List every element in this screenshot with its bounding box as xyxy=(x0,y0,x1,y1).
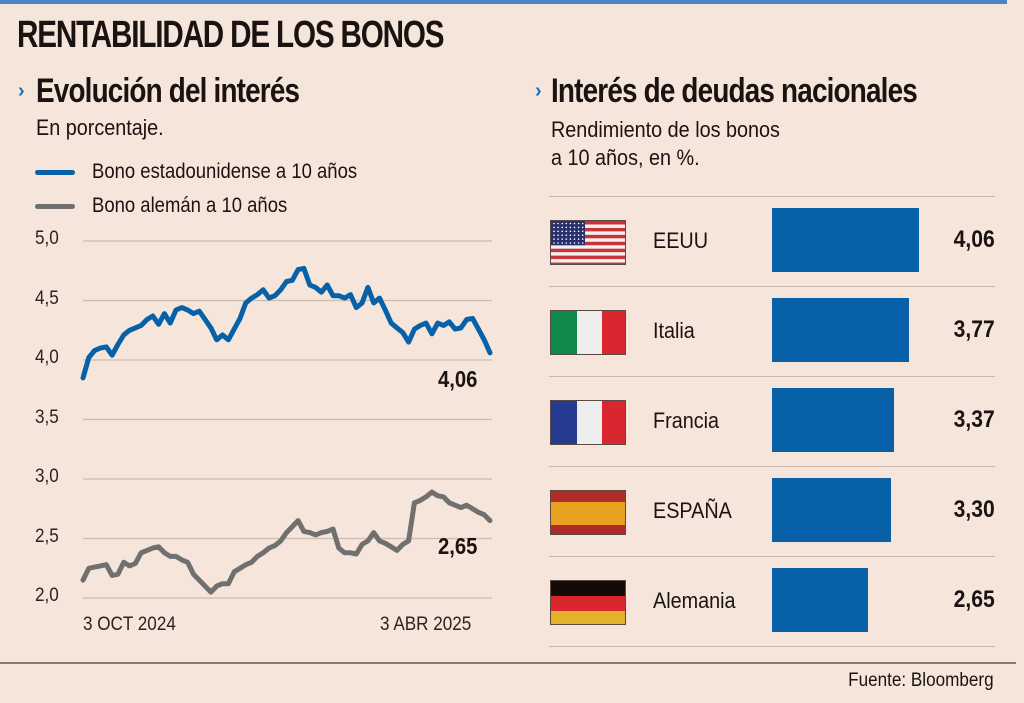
y-tick-label: 3,0 xyxy=(35,466,59,487)
bar-row-españa: ESPAÑA 3,30 xyxy=(549,468,995,558)
italy-flag-icon xyxy=(550,310,626,355)
bar-row-divider xyxy=(549,286,995,287)
bar-chart-subtitle-line2: a 10 años, en %. xyxy=(551,145,700,170)
country-label: ESPAÑA xyxy=(653,498,732,523)
bar-row-divider xyxy=(549,196,995,197)
us-end-value-label: 4,06 xyxy=(438,366,478,392)
bar-row-divider xyxy=(549,466,995,467)
bar-value-label: 3,37 xyxy=(953,406,995,433)
legend-label-us: Bono estadounidense a 10 años xyxy=(92,160,358,183)
bar-españa xyxy=(772,478,891,542)
bar-value-label: 4,06 xyxy=(953,226,995,253)
germany-flag-icon xyxy=(550,580,626,625)
line-chart-subtitle: En porcentaje. xyxy=(36,115,164,140)
y-tick-label: 5,0 xyxy=(35,228,59,249)
x-tick-label: 3 ABR 2025 xyxy=(380,614,472,635)
country-label: Italia xyxy=(653,318,695,343)
bar-francia xyxy=(772,388,894,452)
y-tick-label: 2,0 xyxy=(35,585,59,606)
bar-italia xyxy=(772,298,909,362)
chevron-right-icon: › xyxy=(18,80,25,102)
bar-value-label: 3,77 xyxy=(953,316,995,343)
france-flag-icon xyxy=(550,400,626,445)
bar-chart-subtitle-line1: Rendimiento de los bonos xyxy=(551,117,780,142)
bar-row-francia: Francia 3,37 xyxy=(549,378,995,468)
bar-row-eeuu: EEUU 4,06 xyxy=(549,198,995,288)
bar-alemania xyxy=(772,568,868,632)
bar-eeuu xyxy=(772,208,919,272)
chevron-right-icon: › xyxy=(535,80,542,102)
us-bond-line xyxy=(80,265,493,381)
de-end-value-label: 2,65 xyxy=(438,533,478,559)
legend-item-de: Bono alemán a 10 años xyxy=(35,194,314,218)
x-tick-label: 3 OCT 2024 xyxy=(83,614,176,635)
spain-flag-icon xyxy=(550,490,626,535)
legend-swatch-de xyxy=(35,203,75,209)
bar-value-label: 2,65 xyxy=(953,586,995,613)
y-tick-label: 2,5 xyxy=(35,525,59,547)
bar-row-divider xyxy=(549,376,995,377)
top-accent-bar xyxy=(0,0,1007,4)
legend-swatch-us xyxy=(35,169,75,175)
us-flag-icon xyxy=(550,220,626,265)
page-title: RENTABILIDAD DE LOS BONOS xyxy=(17,14,445,56)
country-label: EEUU xyxy=(653,228,709,253)
de-bond-line xyxy=(80,489,493,595)
bar-row-italia: Italia 3,77 xyxy=(549,288,995,378)
line-chart-title: Evolución del interés xyxy=(36,72,300,110)
y-tick-label: 3,5 xyxy=(35,406,59,428)
bar-row-divider xyxy=(549,556,995,557)
bar-row-alemania: Alemania 2,65 xyxy=(549,558,995,648)
source-credit: Fuente: Bloomberg xyxy=(848,670,994,691)
y-tick-label: 4,5 xyxy=(35,287,59,309)
bar-row-divider xyxy=(549,646,995,647)
y-tick-label: 4,0 xyxy=(35,347,59,368)
country-label: Alemania xyxy=(653,588,736,613)
legend-label-de: Bono alemán a 10 años xyxy=(92,194,288,217)
bar-chart-title: Interés de deudas nacionales xyxy=(551,72,918,110)
line-chart xyxy=(80,240,493,599)
country-label: Francia xyxy=(653,408,720,433)
footer-divider xyxy=(0,662,1016,664)
bar-value-label: 3,30 xyxy=(953,496,995,523)
legend-item-us: Bono estadounidense a 10 años xyxy=(35,160,393,184)
